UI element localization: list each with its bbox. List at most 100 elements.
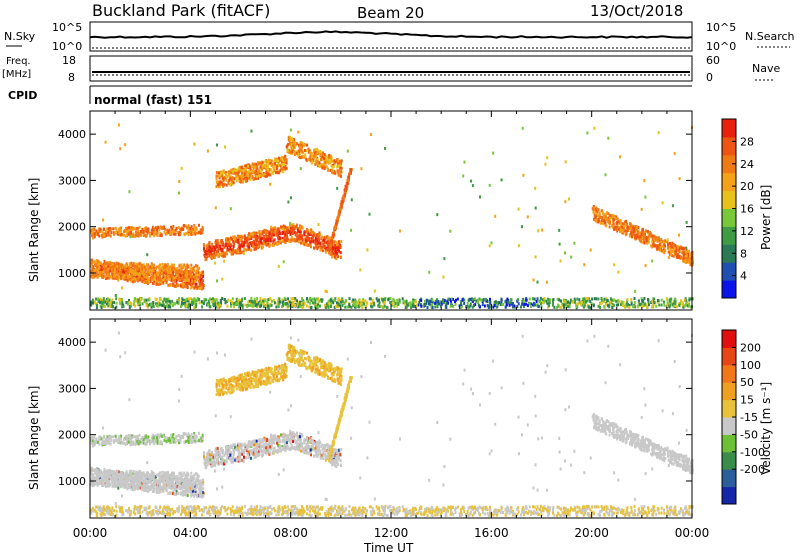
power-cell: [604, 215, 607, 219]
power-cell: [333, 252, 336, 256]
power-cell: [543, 299, 546, 303]
power-cell: [121, 298, 124, 302]
power-cell: [102, 218, 105, 222]
power-cell: [187, 297, 190, 301]
power-cell: [329, 161, 332, 165]
power-cell: [95, 262, 98, 266]
power-cell: [644, 234, 647, 238]
power-cell: [200, 274, 203, 277]
power-cell: [195, 270, 198, 274]
power-cell: [291, 146, 294, 150]
power-cell: [417, 303, 420, 307]
power-cell: [620, 225, 623, 229]
power-cell: [287, 142, 290, 146]
power-cell: [211, 253, 213, 257]
power-cell: [684, 297, 687, 301]
power-cell: [592, 304, 595, 308]
power-cell: [215, 174, 218, 178]
power-cell: [429, 302, 432, 306]
power-cell: [334, 254, 337, 258]
power-cell: [678, 304, 681, 307]
power-cell: [278, 159, 281, 163]
power-cell: [201, 305, 203, 309]
power-cell: [622, 301, 625, 305]
power-cell: [634, 301, 637, 305]
power-cell: [552, 303, 554, 307]
power-cell: [175, 226, 178, 230]
power-cell: [133, 299, 136, 303]
power-cell: [223, 259, 226, 263]
power-cell: [255, 245, 258, 249]
power-cell: [558, 228, 561, 232]
power-cell: [250, 173, 252, 177]
power-cell: [129, 230, 132, 234]
power-cell: [239, 176, 241, 180]
power-cell: [115, 297, 118, 301]
power-cell: [541, 228, 543, 232]
power-cell: [678, 250, 681, 254]
power-cell: [600, 220, 603, 224]
power-cell: [339, 164, 342, 168]
power-cell: [183, 263, 186, 267]
power-cell: [470, 179, 473, 183]
power-cell: [290, 228, 292, 232]
power-cell: [93, 232, 96, 236]
power-cell: [179, 272, 182, 276]
power-cell: [347, 178, 350, 182]
power-cell: [90, 300, 93, 304]
power-cell: [229, 304, 232, 308]
power-cell: [245, 176, 248, 180]
power-cell: [321, 299, 323, 303]
power-cell: [280, 155, 283, 159]
power-cell: [243, 240, 246, 244]
power-cell: [652, 244, 655, 248]
power-cell: [523, 305, 525, 309]
power-cell: [274, 242, 277, 245]
power-cell: [299, 241, 302, 245]
power-cell: [133, 266, 136, 270]
power-cell: [148, 268, 151, 272]
power-cell: [669, 241, 671, 245]
power-cell: [100, 298, 103, 302]
power-cell: [607, 212, 610, 216]
power-cell: [282, 162, 285, 166]
power-cell: [335, 242, 338, 246]
power-cell: [310, 299, 313, 303]
power-cell: [688, 256, 691, 260]
power-cell: [192, 232, 194, 236]
power-cell: [178, 298, 181, 302]
power-cell: [179, 305, 182, 308]
power-cell: [296, 299, 298, 303]
power-cell: [396, 304, 399, 308]
power-cell: [272, 168, 275, 172]
power-cell: [541, 298, 544, 302]
power-cell: [141, 270, 144, 274]
power-cell: [229, 236, 232, 240]
power-cell: [671, 250, 673, 253]
power-cell: [300, 301, 303, 305]
power-cell: [180, 228, 183, 231]
power-cell: [220, 239, 223, 243]
power-cell: [286, 304, 289, 308]
power-cell: [109, 301, 112, 305]
power-cell: [219, 253, 221, 256]
power-cell: [329, 236, 332, 240]
power-cell: [363, 302, 365, 306]
power-cell: [681, 251, 684, 255]
power-cell: [676, 253, 679, 256]
power-cell: [232, 181, 235, 185]
power-cell: [161, 278, 164, 282]
power-cell: [647, 232, 650, 236]
power-cell: [434, 305, 437, 309]
power-cell: [96, 275, 99, 279]
power-cell: [332, 165, 334, 169]
power-cell: [641, 304, 644, 308]
power-cell: [333, 169, 336, 173]
power-cell: [420, 304, 423, 308]
power-cell: [277, 240, 280, 244]
power-cell: [411, 299, 414, 303]
power-cell: [241, 299, 244, 303]
power-cell: [296, 302, 299, 306]
power-cell: [452, 304, 455, 308]
power-cell: [191, 229, 194, 233]
